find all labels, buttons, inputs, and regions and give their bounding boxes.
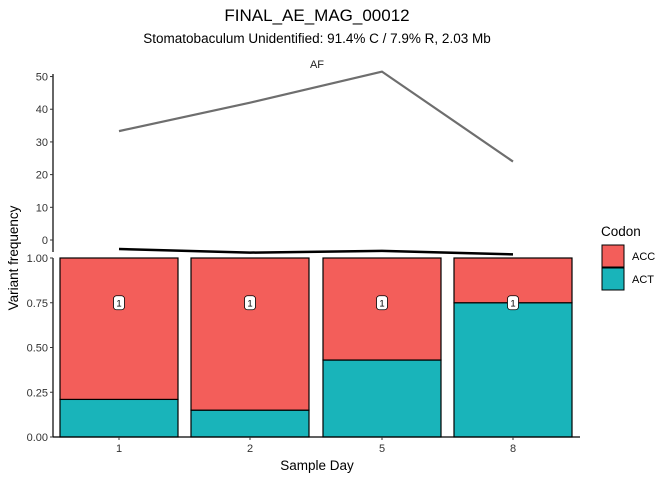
x-tick-label: 8	[510, 443, 516, 455]
bars-group: 1 1 1 1	[59, 257, 573, 438]
y-tick-label: 0.25	[27, 387, 48, 399]
top-panel: 0 10 20 30 40 50	[36, 70, 514, 252]
bar-act-5	[322, 359, 442, 438]
chart-subtitle: Stomatobaculum Unidentified: 91.4% C / 7…	[143, 31, 490, 46]
chart-title: FINAL_AE_MAG_00012	[224, 6, 409, 25]
legend-title: Codon	[601, 224, 641, 239]
top-y-tick-label: 40	[36, 104, 48, 116]
bar-count-label-box	[113, 295, 125, 311]
top-panel-label: AF	[310, 59, 324, 71]
legend-label-act: ACT	[632, 274, 654, 286]
af-series-line	[118, 70, 514, 163]
bar-count-label: 1	[510, 298, 515, 309]
x-tick-label: 2	[247, 443, 253, 455]
y-tick-label: 0.50	[27, 343, 48, 355]
legend-swatch-act	[601, 267, 625, 291]
bar-count-label-box	[244, 295, 256, 311]
bar-acc-1	[59, 257, 179, 401]
bar-count-label: 1	[247, 298, 252, 309]
coverage-line-group	[118, 247, 514, 256]
bottom-axes: 0.00 0.25 0.50 0.75 1.00 1 2 5 8	[27, 253, 580, 455]
top-y-tick-label: 0	[42, 235, 48, 247]
coverage-line	[118, 247, 514, 256]
bar-act-2	[190, 409, 310, 438]
legend-label-acc: ACC	[632, 251, 655, 263]
bar-count-label: 1	[379, 298, 384, 309]
bar-count-label-box	[507, 295, 519, 311]
top-y-tick-label: 10	[36, 202, 48, 214]
x-tick-label: 5	[379, 443, 385, 455]
x-tick-label: 1	[116, 443, 122, 455]
top-y-tick-label: 20	[36, 170, 48, 182]
bar-acc-2	[190, 257, 310, 411]
y-axis-title: Variant frequency	[6, 205, 21, 310]
top-y-tick-label: 50	[36, 72, 48, 84]
bar-count-label-box	[376, 295, 388, 311]
bar-act-8	[453, 302, 573, 438]
y-tick-label: 0.00	[27, 432, 48, 444]
legend: Codon ACC ACT	[601, 224, 655, 291]
bar-act-1	[59, 398, 179, 438]
legend-swatch-acc	[601, 244, 625, 268]
x-axis-title: Sample Day	[280, 458, 354, 473]
y-tick-label: 1.00	[27, 253, 48, 265]
bar-count-label: 1	[116, 298, 121, 309]
y-tick-label: 0.75	[27, 298, 48, 310]
top-y-tick-label: 30	[36, 137, 48, 149]
